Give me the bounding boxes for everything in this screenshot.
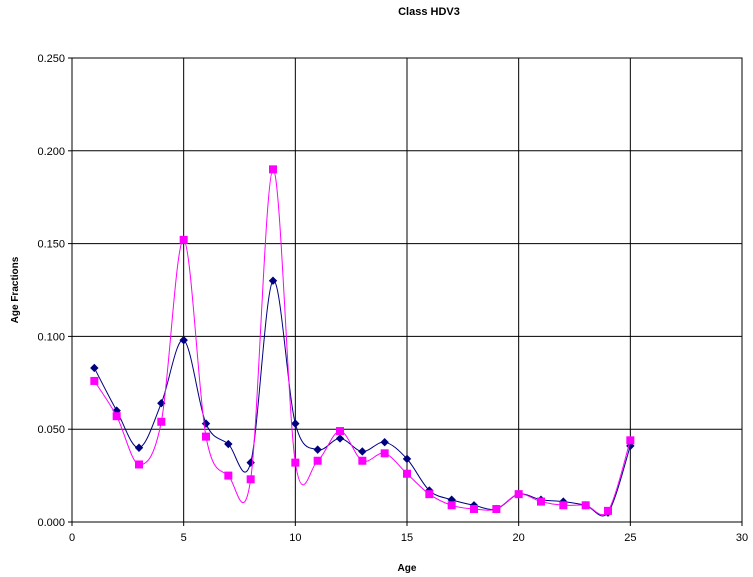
- series-2-point: [358, 456, 367, 465]
- series-2-point: [559, 501, 568, 510]
- y-axis-title: Age Fractions: [10, 256, 21, 323]
- series-1-point: [335, 434, 345, 443]
- x-tick-label: 5: [181, 532, 187, 544]
- series-1-point: [402, 454, 412, 464]
- series-2-point: [470, 505, 478, 514]
- series-2-point: [112, 412, 121, 421]
- series-2-point: [179, 235, 188, 244]
- series-1-point: [291, 419, 300, 428]
- series-2-point: [581, 501, 590, 510]
- y-tick-label: 0.200: [37, 146, 65, 158]
- series-group: [90, 165, 635, 517]
- series-2-point: [604, 506, 612, 515]
- series-2-point: [90, 376, 99, 385]
- series-1-point: [313, 445, 322, 454]
- series-2-point: [425, 490, 434, 499]
- y-tick-label: 0.150: [37, 239, 65, 251]
- series-2-point: [514, 490, 523, 499]
- x-tick-label: 15: [401, 532, 413, 544]
- series-2-point: [157, 417, 166, 426]
- series-2-point: [492, 505, 501, 514]
- series-2-point: [313, 456, 322, 465]
- series-1-point: [179, 335, 188, 345]
- x-tick-label: 20: [513, 532, 525, 544]
- series-2-point: [447, 501, 456, 510]
- series-2-point: [269, 165, 277, 174]
- x-tick-label: 10: [289, 532, 301, 544]
- series-1-line: [93, 280, 631, 517]
- series-1-point: [380, 437, 389, 447]
- y-tick-label: 0.100: [37, 331, 65, 343]
- grid: [72, 57, 743, 522]
- series-2-point: [626, 436, 635, 445]
- y-tick-label: 0.000: [37, 517, 65, 529]
- x-axis-title: Age: [398, 563, 417, 574]
- series-2-point: [202, 432, 210, 441]
- x-tick-label: 30: [736, 532, 748, 544]
- x-tick-label: 25: [624, 532, 636, 544]
- chart-title: Class HDV3: [398, 6, 460, 18]
- series-2-point: [537, 497, 545, 506]
- series-2-point: [246, 475, 255, 484]
- series-1-point: [90, 363, 99, 373]
- y-tick-label: 0.050: [37, 424, 65, 436]
- ticks: 0.000 0.050 0.100 0.150 0.200 0.250 0 5 10 15 20 25…: [37, 53, 748, 544]
- series-1-point: [358, 447, 367, 456]
- x-tick-label: 0: [69, 532, 75, 544]
- series-2-point: [336, 427, 344, 436]
- series-1-point: [224, 439, 233, 449]
- series-2-point: [224, 471, 233, 480]
- y-tick-label: 0.250: [37, 53, 65, 65]
- series-2-point: [135, 460, 143, 469]
- series-2-point: [380, 449, 389, 458]
- series-1-point: [134, 443, 144, 452]
- series-2-point: [291, 458, 300, 467]
- series-1-point: [268, 276, 278, 285]
- series-2-point: [403, 469, 411, 478]
